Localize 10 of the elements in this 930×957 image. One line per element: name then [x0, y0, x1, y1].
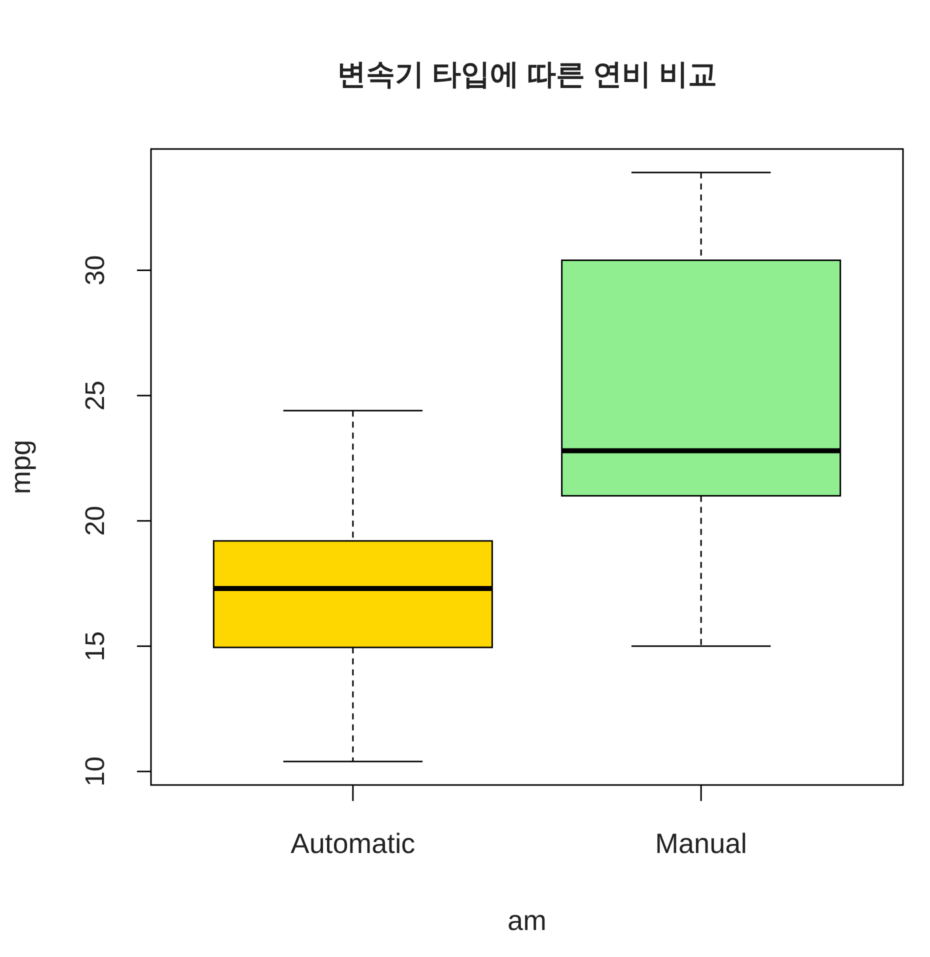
x-axis-title: am	[508, 905, 546, 936]
x-tick-label: Manual	[655, 828, 747, 859]
y-tick-label: 20	[80, 506, 110, 536]
y-tick-label: 15	[80, 631, 110, 662]
y-axis-title: mpg	[5, 440, 36, 494]
chart-title: 변속기 타입에 따른 연비 비교	[336, 59, 718, 91]
y-tick-label: 10	[80, 756, 110, 786]
x-tick-label: Automatic	[290, 828, 416, 859]
y-tick-label: 30	[80, 255, 110, 286]
y-tick-label: 25	[80, 380, 110, 411]
